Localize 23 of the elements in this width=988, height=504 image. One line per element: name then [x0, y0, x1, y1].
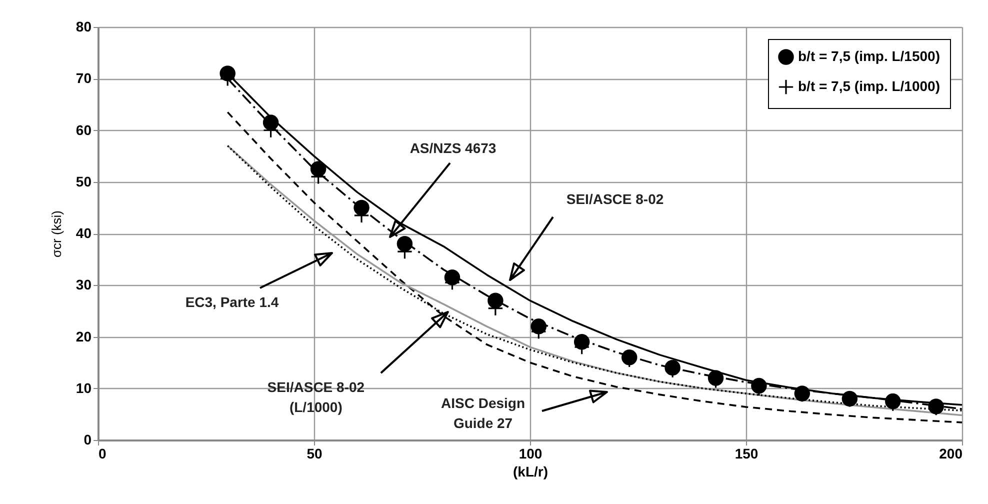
y-tick-label: 30 [76, 276, 92, 293]
legend-label: b/t = 7,5 (imp. L/1000) [798, 78, 940, 94]
annotation: SEI/ASCE 8-02 (L/1000) [267, 378, 365, 415]
y-tick-label: 40 [76, 225, 92, 241]
y-tick-label: 20 [76, 328, 92, 344]
annotation: AS/NZS 4673 [410, 140, 496, 156]
annotation: EC3, Parte 1.4 [185, 294, 279, 310]
y-tick-label: 50 [76, 173, 92, 190]
y-tick-label: 10 [76, 380, 92, 396]
x-tick-label: 200 [939, 446, 963, 462]
y-tick-label: 70 [76, 70, 92, 86]
x-tick-label: 100 [518, 446, 542, 462]
y-tick-label: 60 [76, 122, 92, 138]
x-tick-label: 50 [306, 446, 322, 462]
y-tick-label: 0 [84, 432, 92, 448]
x-axis-title: (kL/r) [513, 464, 548, 480]
annotation: AISC Design Guide 27 [440, 395, 526, 431]
x-tick-label: 150 [734, 446, 758, 462]
y-axis-title: σcr (ksi) [48, 210, 64, 258]
y-tick-label: 80 [76, 18, 92, 34]
legend-label: b/t = 7,5 (imp. L/1500) [798, 48, 940, 64]
x-tick-label: 0 [98, 446, 106, 462]
annotation: SEI/ASCE 8-02 [566, 191, 664, 207]
